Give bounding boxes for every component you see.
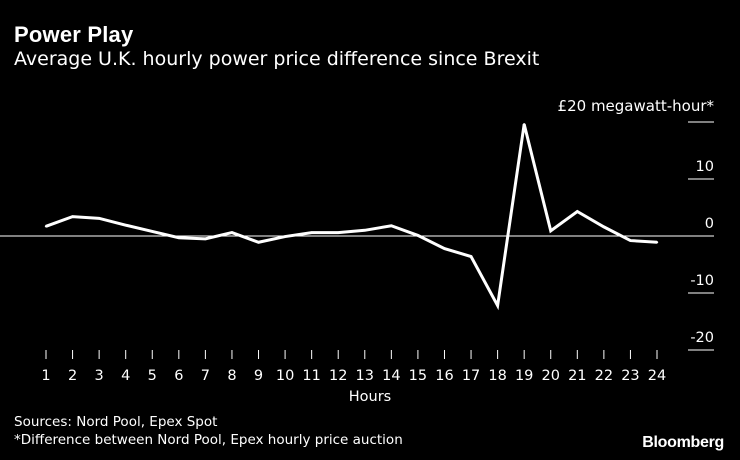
y-tick-label: -10 bbox=[690, 273, 714, 289]
x-tick-label: 13 bbox=[356, 368, 374, 384]
data-point bbox=[469, 255, 473, 258]
series-layer bbox=[44, 123, 659, 311]
x-tick-label: 11 bbox=[302, 368, 320, 384]
x-tick-label: 1 bbox=[41, 368, 50, 384]
data-point bbox=[522, 123, 526, 126]
data-point bbox=[549, 229, 552, 233]
x-tick-label: 12 bbox=[329, 368, 347, 384]
footnote-text: *Difference between Nord Pool, Epex hour… bbox=[14, 432, 403, 448]
chart-title: Power Play bbox=[14, 22, 134, 47]
x-tick-label: 19 bbox=[515, 368, 533, 384]
data-point bbox=[97, 217, 101, 220]
data-point bbox=[655, 241, 659, 244]
x-tick-label: 14 bbox=[382, 368, 400, 384]
x-tick-label: 2 bbox=[68, 368, 77, 384]
data-point bbox=[496, 304, 499, 307]
x-tick-label: 23 bbox=[621, 368, 639, 384]
x-tick-label: 3 bbox=[95, 368, 104, 384]
x-tick-label: 7 bbox=[201, 368, 210, 384]
source-note: Sources: Nord Pool, Epex Spot *Differenc… bbox=[14, 413, 403, 449]
data-point bbox=[151, 230, 154, 233]
data-point bbox=[363, 229, 366, 232]
x-tick-label: 9 bbox=[254, 368, 263, 384]
y-tick-label: 10 bbox=[696, 159, 714, 175]
x-tick-label: 21 bbox=[568, 368, 586, 384]
x-tick-label: 5 bbox=[148, 368, 157, 384]
x-tick-label: 4 bbox=[121, 368, 130, 384]
x-tick-label: 17 bbox=[462, 368, 480, 384]
x-tick-label: 6 bbox=[174, 368, 183, 384]
x-axis-label: Hours bbox=[349, 389, 391, 405]
data-point bbox=[337, 231, 340, 234]
data-point bbox=[416, 234, 420, 237]
x-tick-label: 8 bbox=[227, 368, 236, 384]
x-tick-label: 18 bbox=[488, 368, 506, 384]
data-point bbox=[124, 223, 127, 227]
y-axis: 10 0 -10 -20 bbox=[0, 121, 714, 351]
data-point bbox=[71, 215, 74, 218]
data-point bbox=[576, 210, 579, 213]
chart-subtitle: Average U.K. hourly power price differen… bbox=[14, 48, 540, 70]
y-tick-label: 0 bbox=[705, 216, 714, 232]
data-point bbox=[283, 235, 287, 238]
data-point bbox=[204, 237, 207, 241]
data-point bbox=[443, 247, 446, 250]
x-tick-label: 20 bbox=[542, 368, 560, 384]
data-point bbox=[629, 239, 632, 242]
data-point bbox=[177, 236, 181, 239]
x-tick-label: 10 bbox=[276, 368, 294, 384]
series-line bbox=[45, 123, 658, 311]
data-point bbox=[230, 231, 234, 234]
y-tick-label: -20 bbox=[690, 330, 714, 346]
data-point bbox=[390, 224, 393, 227]
data-point bbox=[310, 231, 313, 234]
data-point bbox=[602, 225, 606, 229]
x-tick-label: 16 bbox=[435, 368, 453, 384]
x-axis: 1 2 3 4 5 6 7 8 9 10 11 12 13 14 15 16 17 18 19 20 21 22 23 24 bbox=[41, 350, 666, 384]
y-axis-unit-label: £20 megawatt-hour* bbox=[557, 97, 714, 115]
x-tick-label: 22 bbox=[595, 368, 613, 384]
x-tick-label: 24 bbox=[648, 368, 666, 384]
x-tick-label: 15 bbox=[409, 368, 427, 384]
data-point bbox=[44, 225, 48, 228]
data-point bbox=[257, 241, 260, 244]
sources-text: Sources: Nord Pool, Epex Spot bbox=[14, 414, 218, 430]
bloomberg-logo: Bloomberg bbox=[642, 434, 724, 451]
